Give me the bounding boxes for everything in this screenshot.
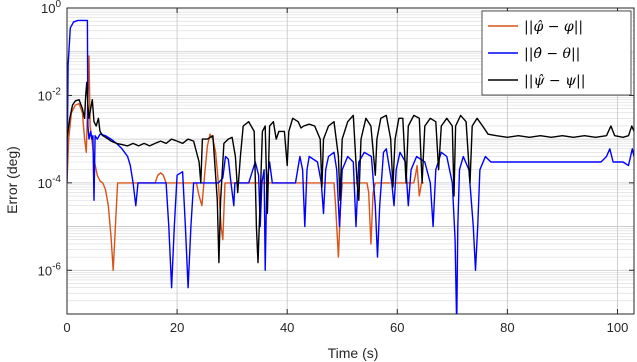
y-axis-label: Error (deg) [4, 146, 20, 214]
legend-part-post: || [576, 73, 585, 89]
x-tick-labels: 0 20 40 60 80 100 [63, 320, 628, 335]
series-lines [67, 19, 634, 314]
legend-part-sym: θ [563, 46, 572, 62]
legend-part-pre: || [524, 73, 533, 89]
y-tick-base: 10 [38, 88, 52, 103]
legend-part-sym: φ [564, 19, 574, 35]
legend-part-pre: || [524, 19, 533, 35]
legend-entry-1: ||φ̂ − φ|| [524, 19, 583, 35]
x-axis-label: Time (s) [328, 345, 379, 361]
series-line-3 [67, 81, 634, 264]
x-tick-label: 100 [607, 320, 629, 335]
y-tick-exponent: -2 [52, 86, 61, 97]
legend-part-mid: − [543, 19, 564, 35]
legend-part-mid: − [544, 73, 565, 89]
y-tick-base: 10 [38, 176, 52, 191]
x-tick-label: 80 [500, 320, 514, 335]
y-tick-exponent: -6 [52, 261, 61, 272]
y-tick-base: 10 [41, 1, 55, 16]
y-tick-label: 10-6 [38, 261, 62, 278]
y-tick-base: 10 [38, 263, 52, 278]
legend: ||φ̂ − φ||||θ̂ − θ||||ψ̂ − ψ|| [481, 10, 632, 96]
y-tick-exponent: -4 [52, 174, 61, 185]
legend-part-post: || [574, 19, 583, 35]
legend-part-hat: θ̂ [533, 46, 542, 62]
y-tick-exponent: 0 [55, 0, 61, 10]
legend-entry-2: ||θ̂ − θ|| [524, 46, 580, 62]
y-tick-label: 100 [41, 0, 61, 16]
legend-part-hat: ψ̂ [533, 73, 545, 89]
tick-marks [66, 7, 634, 314]
legend-entry-3: ||ψ̂ − ψ|| [524, 73, 585, 89]
legend-part-post: || [571, 46, 580, 62]
legend-part-pre: || [524, 46, 533, 62]
x-tick-label: 60 [390, 320, 404, 335]
legend-part-sym: ψ [565, 73, 577, 89]
legend-part-mid: − [542, 46, 563, 62]
legend-part-hat: φ̂ [533, 19, 543, 35]
x-tick-label: 40 [280, 320, 294, 335]
y-tick-label: 10-2 [38, 86, 62, 103]
y-tick-label: 10-4 [38, 174, 62, 191]
x-tick-label: 0 [63, 320, 70, 335]
x-tick-label: 20 [170, 320, 184, 335]
plot-frame [66, 7, 635, 315]
